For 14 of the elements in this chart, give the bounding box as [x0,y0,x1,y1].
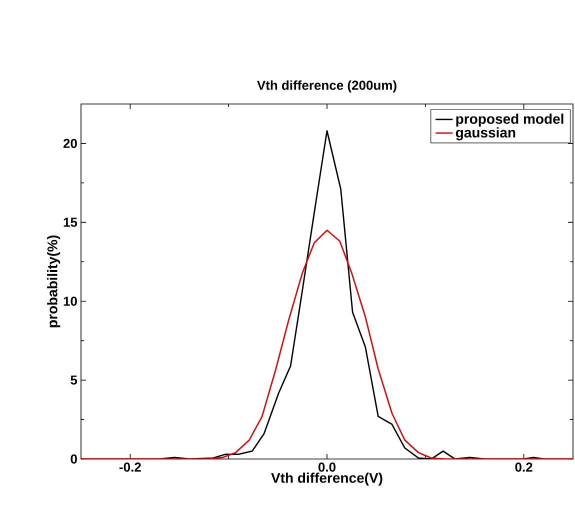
x-tick-label: 0.2 [515,462,532,472]
y-tick-label: 5 [70,376,78,385]
line-series [81,230,574,459]
y-tick-label: 0 [70,454,77,464]
y-tick-label: 20 [63,138,77,148]
x-tick-label: 0.0 [318,462,336,472]
y-tick-label: 10 [64,296,77,306]
y-axis-title: probability(%) [47,236,60,328]
x-axis-title: Vth difference(V) [271,472,382,486]
chart-title: Vth difference (200um) [257,80,396,92]
y-tick-label: 15 [64,218,78,227]
legend-label: proposed model [456,114,564,127]
legend-label: gaussian [456,127,516,140]
x-tick-label: -0.2 [120,462,141,472]
